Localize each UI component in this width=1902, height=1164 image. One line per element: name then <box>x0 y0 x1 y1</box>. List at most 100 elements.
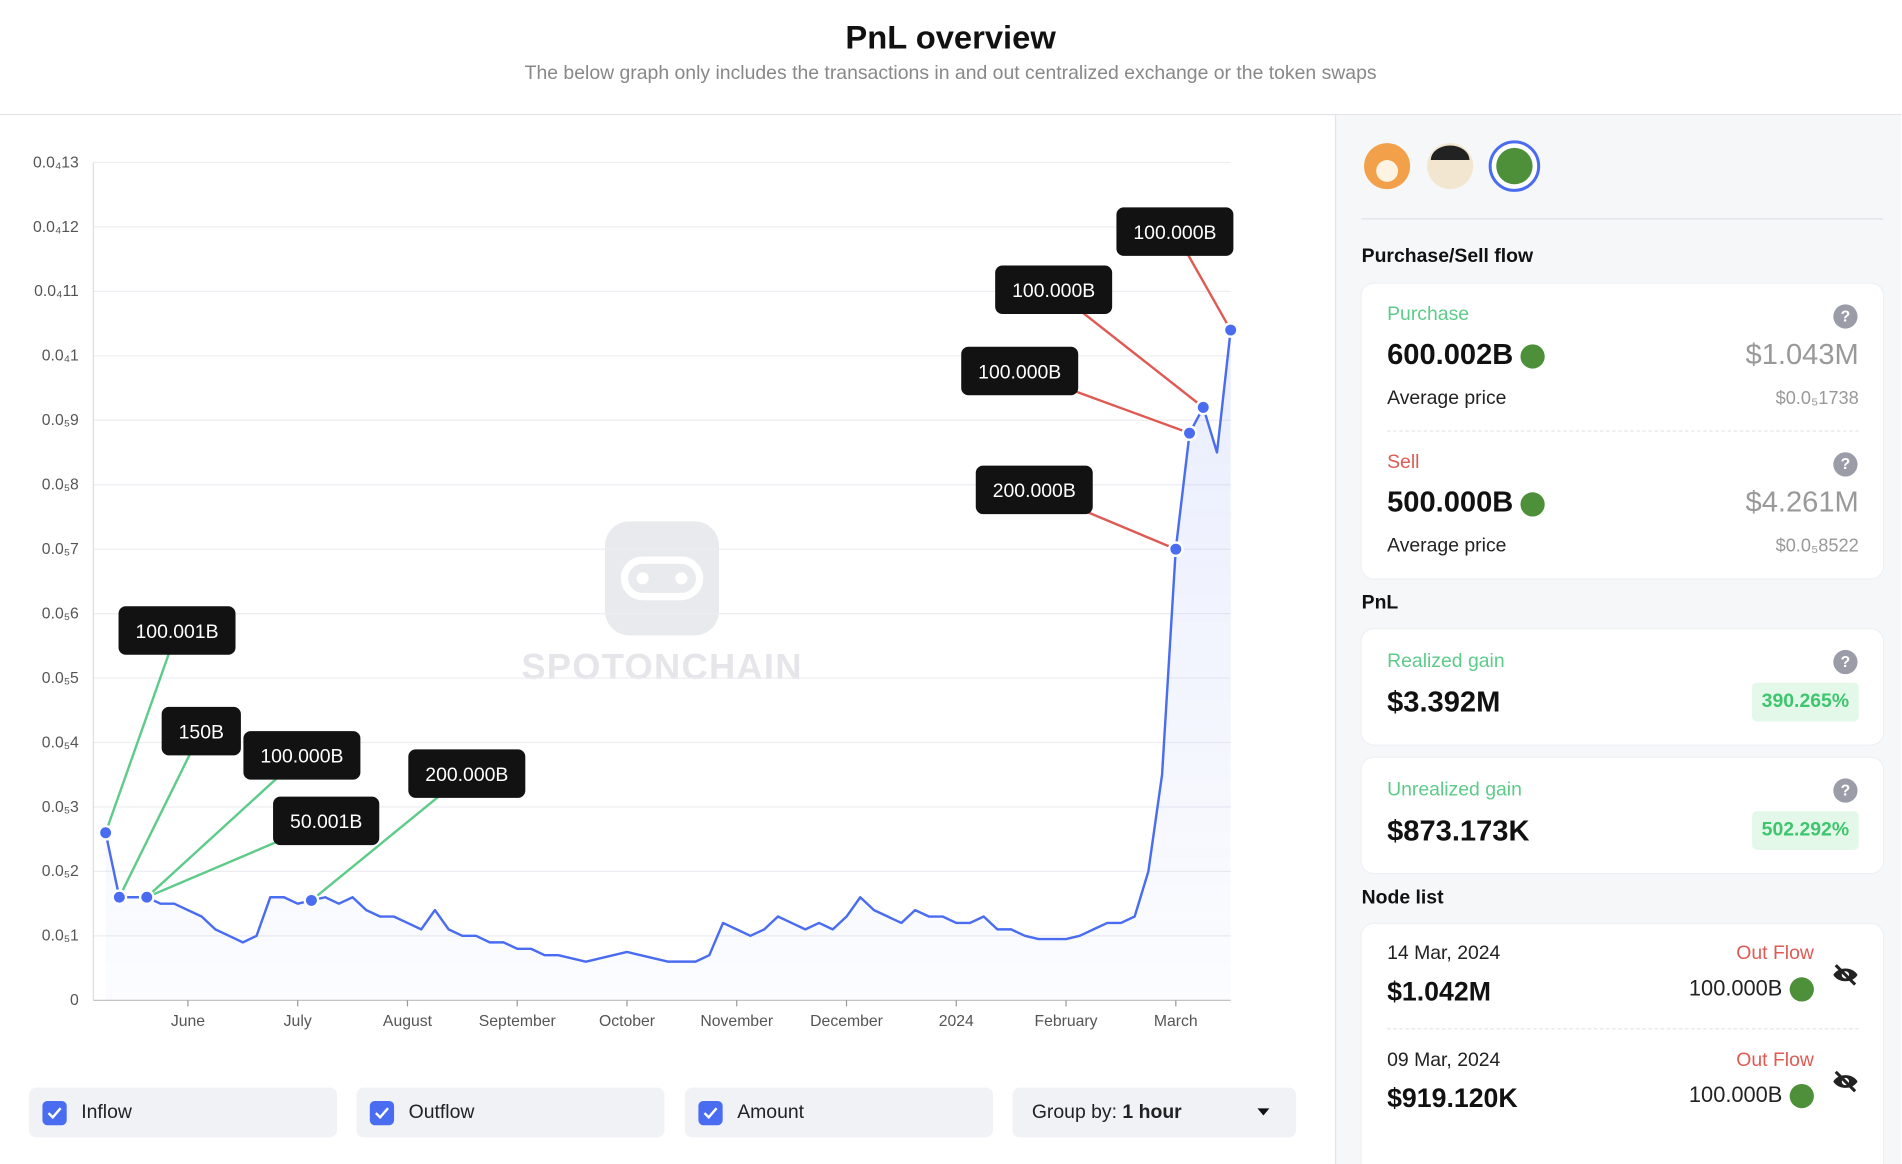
gain-label: Realized gain <box>1387 651 1505 672</box>
toggle-label: Outflow <box>408 1101 475 1123</box>
help-icon[interactable]: ? <box>1833 649 1858 675</box>
page-title: PnL overview <box>845 19 1056 56</box>
flow-marker <box>97 824 114 841</box>
x-tick-label: November <box>700 1013 773 1030</box>
flow-label: 150B <box>179 721 224 743</box>
y-tick-label: 0.0₅2 <box>42 863 79 880</box>
token-icons <box>1364 140 1541 192</box>
flow-label: 50.001B <box>290 811 362 833</box>
flow-marker <box>1222 322 1239 338</box>
node-date: 09 Mar, 2024 <box>1387 1050 1501 1071</box>
leader-line <box>118 730 203 898</box>
token-icon <box>1520 343 1545 369</box>
flow-card: Purchase ? 600.002B $1.043M Average pric… <box>1361 283 1884 579</box>
purchase-usd: $1.043M <box>1745 338 1859 372</box>
y-tick-label: 0.0₅8 <box>42 477 79 494</box>
x-tick-label: June <box>171 1013 205 1030</box>
dropdown-arrow <box>1257 1108 1270 1116</box>
x-tick-label: July <box>284 1013 312 1030</box>
flow-label-box <box>118 606 236 655</box>
token-icon <box>1789 1084 1814 1109</box>
x-tick-label: December <box>810 1013 883 1030</box>
divider <box>1387 1028 1859 1030</box>
area <box>105 330 1231 1001</box>
chart: SPOTONCHAIN 0 0.0₅1 0.0₅2 0.0₅3 0.0₅4 0.0₅5 0.… <box>33 154 1239 1030</box>
node-list: 14 Mar, 2024 $1.042M Out Flow 100.000B 09 Ma… <box>1361 923 1884 1164</box>
flow-label: 100.000B <box>1133 222 1216 244</box>
checkbox[interactable] <box>42 1100 67 1125</box>
amount-text: 600.002B <box>1387 338 1514 372</box>
flow-label-box <box>273 796 380 846</box>
flow-label-box <box>975 465 1093 515</box>
unrealized-card: Unrealized gain ? $873.173K 502.292% <box>1361 757 1884 873</box>
page-subtitle: The below graph only includes the transa… <box>524 63 1377 84</box>
x-tick-label: October <box>599 1013 655 1030</box>
flow-marker <box>303 892 320 909</box>
amount-toggle[interactable]: Amount <box>685 1087 994 1138</box>
flow-label-box <box>161 706 241 756</box>
toggle-label: Amount <box>737 1101 805 1123</box>
help-icon[interactable]: ? <box>1833 778 1858 803</box>
sell-amount: 500.000B <box>1387 486 1545 520</box>
leader-line <box>104 630 179 834</box>
token-icon <box>1496 147 1533 185</box>
token-icon <box>1520 491 1545 517</box>
y-tick-label: 0.0₅3 <box>42 799 79 816</box>
node-direction: Out Flow <box>1736 1050 1814 1071</box>
x-tick-label: February <box>1035 1013 1098 1030</box>
group-by-select[interactable]: Group by: 1 hour <box>1012 1087 1297 1138</box>
watermark-logo <box>675 572 688 585</box>
x-tick-label: August <box>383 1013 433 1030</box>
token-icon <box>1376 160 1399 182</box>
hide-icon[interactable] <box>1832 964 1859 986</box>
realized-card: Realized gain ? $3.392M 390.265% <box>1361 629 1884 745</box>
flow-label-box <box>995 265 1113 315</box>
node-direction: Out Flow <box>1736 943 1814 964</box>
watermark-logo <box>620 556 704 601</box>
hide-icon[interactable] <box>1832 1070 1859 1093</box>
watermark-logo <box>605 521 720 636</box>
y-tick-label: 0.0₅7 <box>42 541 79 558</box>
gain-value: $873.173K <box>1387 814 1530 848</box>
flow-marker <box>111 889 128 906</box>
x-tick-label: 2024 <box>939 1013 974 1030</box>
amount-text: 100.000B <box>1688 1082 1783 1108</box>
x-tick-label: March <box>1154 1013 1198 1030</box>
select-label: Group by: <box>1031 1101 1118 1123</box>
toggle-label: Inflow <box>81 1101 132 1123</box>
gain-label: Unrealized gain <box>1387 779 1522 801</box>
divider <box>1361 218 1884 220</box>
token-icon <box>1430 145 1470 161</box>
checkbox[interactable] <box>698 1100 723 1125</box>
y-tick-label: 0.0₄11 <box>34 283 79 300</box>
section-title: Purchase/Sell flow <box>1361 246 1534 267</box>
y-tick-label: 0.0₅1 <box>42 928 79 945</box>
y-tick-label: 0.0₅4 <box>42 734 79 751</box>
flow-marker <box>1167 541 1184 558</box>
inflow-toggle[interactable]: Inflow <box>29 1087 338 1138</box>
token-icon <box>1789 977 1814 1002</box>
checkbox[interactable] <box>369 1100 395 1125</box>
gain-percent: 390.265% <box>1751 682 1859 722</box>
node-value: $1.042M <box>1387 976 1491 1007</box>
outflow-toggle[interactable]: Outflow <box>356 1087 665 1138</box>
section-title: PnL <box>1361 592 1399 614</box>
line <box>104 329 1232 963</box>
flow-label: 100.000B <box>978 361 1061 383</box>
y-tick-label: 0.0₄12 <box>33 219 79 236</box>
flow-label: 200.000B <box>993 480 1076 502</box>
flow-label: 100.000B <box>1012 280 1095 302</box>
avg-price: $0.0₅8522 <box>1775 535 1859 557</box>
gain-value: $3.392M <box>1387 686 1501 720</box>
avg-label: Average price <box>1387 535 1507 557</box>
flow-label: 100.001B <box>136 621 219 643</box>
help-icon[interactable]: ? <box>1833 304 1858 329</box>
y-tick-label: 0.0₄13 <box>33 154 79 171</box>
divider <box>1387 430 1859 432</box>
y-tick-label: 0.0₅9 <box>42 412 79 429</box>
node-date: 14 Mar, 2024 <box>1387 943 1501 964</box>
amount-text: 100.000B <box>1688 976 1783 1001</box>
y-tick-label: 0.0₅5 <box>42 670 79 687</box>
help-icon[interactable]: ? <box>1833 452 1858 477</box>
